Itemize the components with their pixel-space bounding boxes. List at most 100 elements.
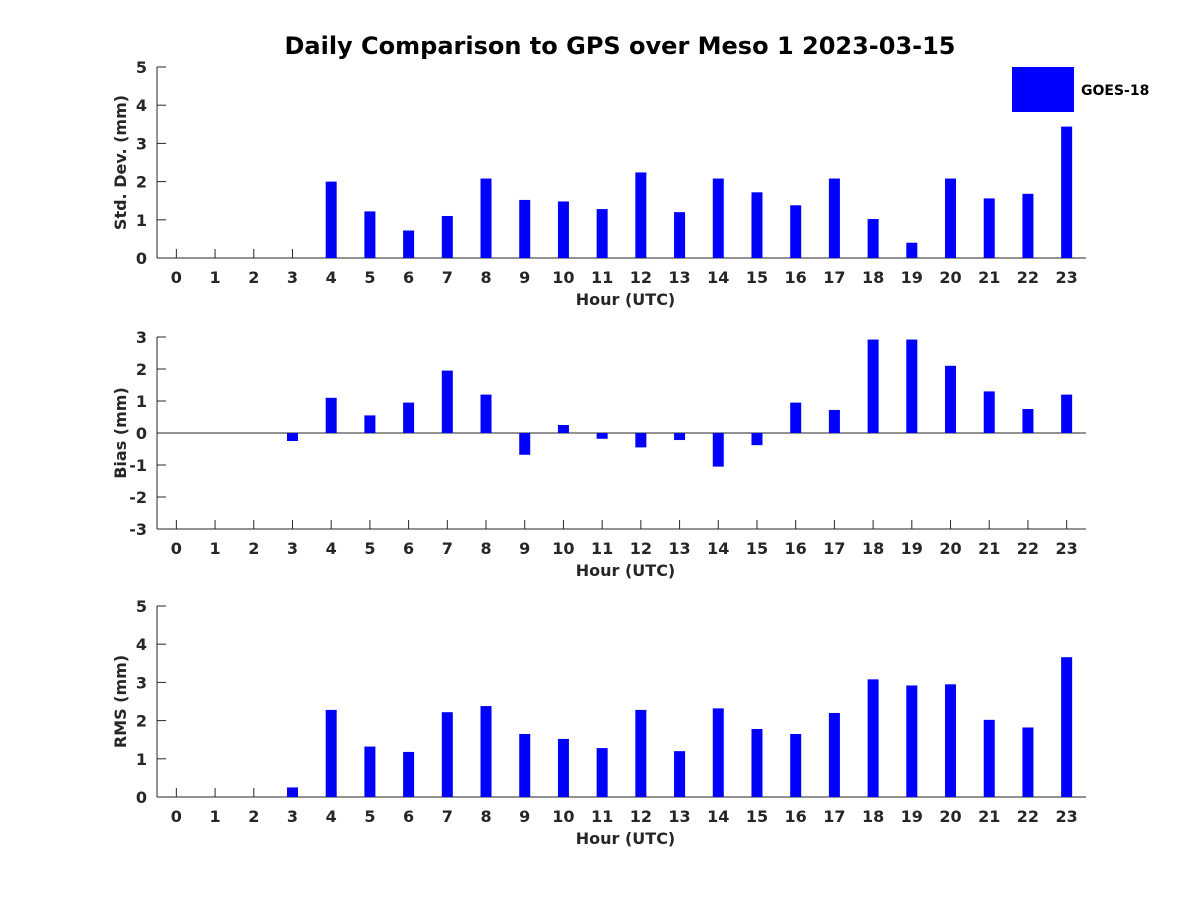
bar-hour-18 (867, 339, 879, 433)
x-tick-label: 21 (978, 268, 1000, 287)
bar-hour-13 (674, 212, 686, 258)
x-tick-label: 9 (519, 539, 530, 558)
x-tick-label: 6 (403, 807, 414, 826)
x-tick-label: 18 (862, 539, 884, 558)
bar-hour-18 (867, 219, 879, 258)
bar-hour-5 (364, 746, 376, 797)
bar-hour-17 (828, 178, 840, 258)
x-axis-label: Hour (UTC) (576, 561, 676, 580)
x-tick-label: 15 (746, 807, 768, 826)
x-tick-label: 17 (823, 807, 845, 826)
y-tick-label: 0 (136, 249, 147, 268)
y-axis-label: Std. Dev. (mm) (111, 95, 130, 230)
bar-hour-9 (519, 199, 531, 258)
x-tick-label: 14 (707, 539, 729, 558)
x-axis-label: Hour (UTC) (576, 290, 676, 309)
y-tick-label: -3 (129, 520, 147, 539)
y-tick-label: 1 (136, 750, 147, 769)
bar-hour-4 (325, 181, 337, 258)
x-tick-label: 3 (287, 807, 298, 826)
bar-hour-6 (403, 230, 415, 258)
bar-hour-3 (286, 433, 298, 441)
bar-hour-7 (441, 370, 453, 433)
y-tick-label: -1 (129, 456, 147, 475)
x-tick-label: 20 (939, 539, 961, 558)
bar-hour-15 (751, 729, 763, 797)
y-tick-label: 2 (136, 173, 147, 192)
bar-hour-19 (906, 685, 918, 797)
bar-hour-9 (519, 733, 531, 797)
legend: GOES-18 (1012, 67, 1149, 112)
x-tick-label: 23 (1056, 539, 1078, 558)
bar-hour-8 (480, 178, 492, 258)
x-tick-label: 10 (552, 807, 574, 826)
x-tick-label: 6 (403, 539, 414, 558)
x-tick-label: 21 (978, 807, 1000, 826)
y-axis-label: Bias (mm) (111, 387, 130, 479)
y-tick-label: 5 (136, 58, 147, 77)
bar-hour-10 (557, 738, 569, 797)
legend-swatch (1012, 67, 1074, 112)
x-tick-label: 17 (823, 539, 845, 558)
bar-hour-12 (635, 172, 647, 258)
bar-hour-15 (751, 192, 763, 258)
bar-hour-16 (790, 402, 802, 433)
x-tick-label: 8 (480, 539, 491, 558)
bar-hour-7 (441, 215, 453, 258)
bar-hour-19 (906, 242, 918, 258)
bar-hour-19 (906, 339, 918, 433)
x-tick-label: 18 (862, 807, 884, 826)
bar-hour-12 (635, 433, 647, 448)
x-tick-label: 16 (785, 268, 807, 287)
x-tick-label: 1 (209, 539, 220, 558)
bar-hour-4 (325, 397, 337, 433)
x-tick-label: 12 (630, 807, 652, 826)
x-tick-label: 2 (248, 268, 259, 287)
x-tick-label: 14 (707, 268, 729, 287)
x-tick-label: 13 (668, 539, 690, 558)
x-tick-label: 22 (1017, 539, 1039, 558)
bar-hour-14 (712, 178, 724, 258)
x-tick-label: 0 (171, 539, 182, 558)
x-tick-label: 10 (552, 268, 574, 287)
bar-hour-11 (596, 209, 608, 258)
x-tick-label: 3 (287, 268, 298, 287)
bar-hour-11 (596, 433, 608, 439)
y-tick-label: 3 (136, 328, 147, 347)
chart-title: Daily Comparison to GPS over Meso 1 2023… (284, 32, 955, 60)
bar-hour-22 (1022, 727, 1034, 797)
x-tick-label: 23 (1056, 807, 1078, 826)
bar-hour-22 (1022, 193, 1034, 258)
x-tick-label: 20 (939, 268, 961, 287)
x-tick-label: 0 (171, 268, 182, 287)
bar-hour-10 (557, 425, 569, 433)
bar-hour-20 (945, 684, 957, 797)
bar-hour-6 (403, 402, 415, 433)
x-tick-label: 10 (552, 539, 574, 558)
x-tick-label: 5 (364, 539, 375, 558)
y-tick-label: 2 (136, 712, 147, 731)
x-tick-label: 22 (1017, 807, 1039, 826)
x-tick-label: 12 (630, 539, 652, 558)
x-tick-label: 21 (978, 539, 1000, 558)
y-tick-label: 4 (136, 96, 147, 115)
x-tick-label: 6 (403, 268, 414, 287)
bar-hour-23 (1061, 394, 1073, 433)
x-tick-label: 11 (591, 268, 613, 287)
x-tick-label: 9 (519, 268, 530, 287)
x-tick-label: 17 (823, 268, 845, 287)
x-tick-label: 13 (668, 807, 690, 826)
legend-label: GOES-18 (1081, 83, 1149, 99)
bar-hour-17 (828, 712, 840, 797)
x-tick-label: 5 (364, 807, 375, 826)
bar-hour-12 (635, 709, 647, 797)
x-tick-label: 22 (1017, 268, 1039, 287)
y-tick-label: 1 (136, 211, 147, 230)
bar-hour-21 (983, 719, 995, 797)
bar-hour-5 (364, 415, 376, 433)
